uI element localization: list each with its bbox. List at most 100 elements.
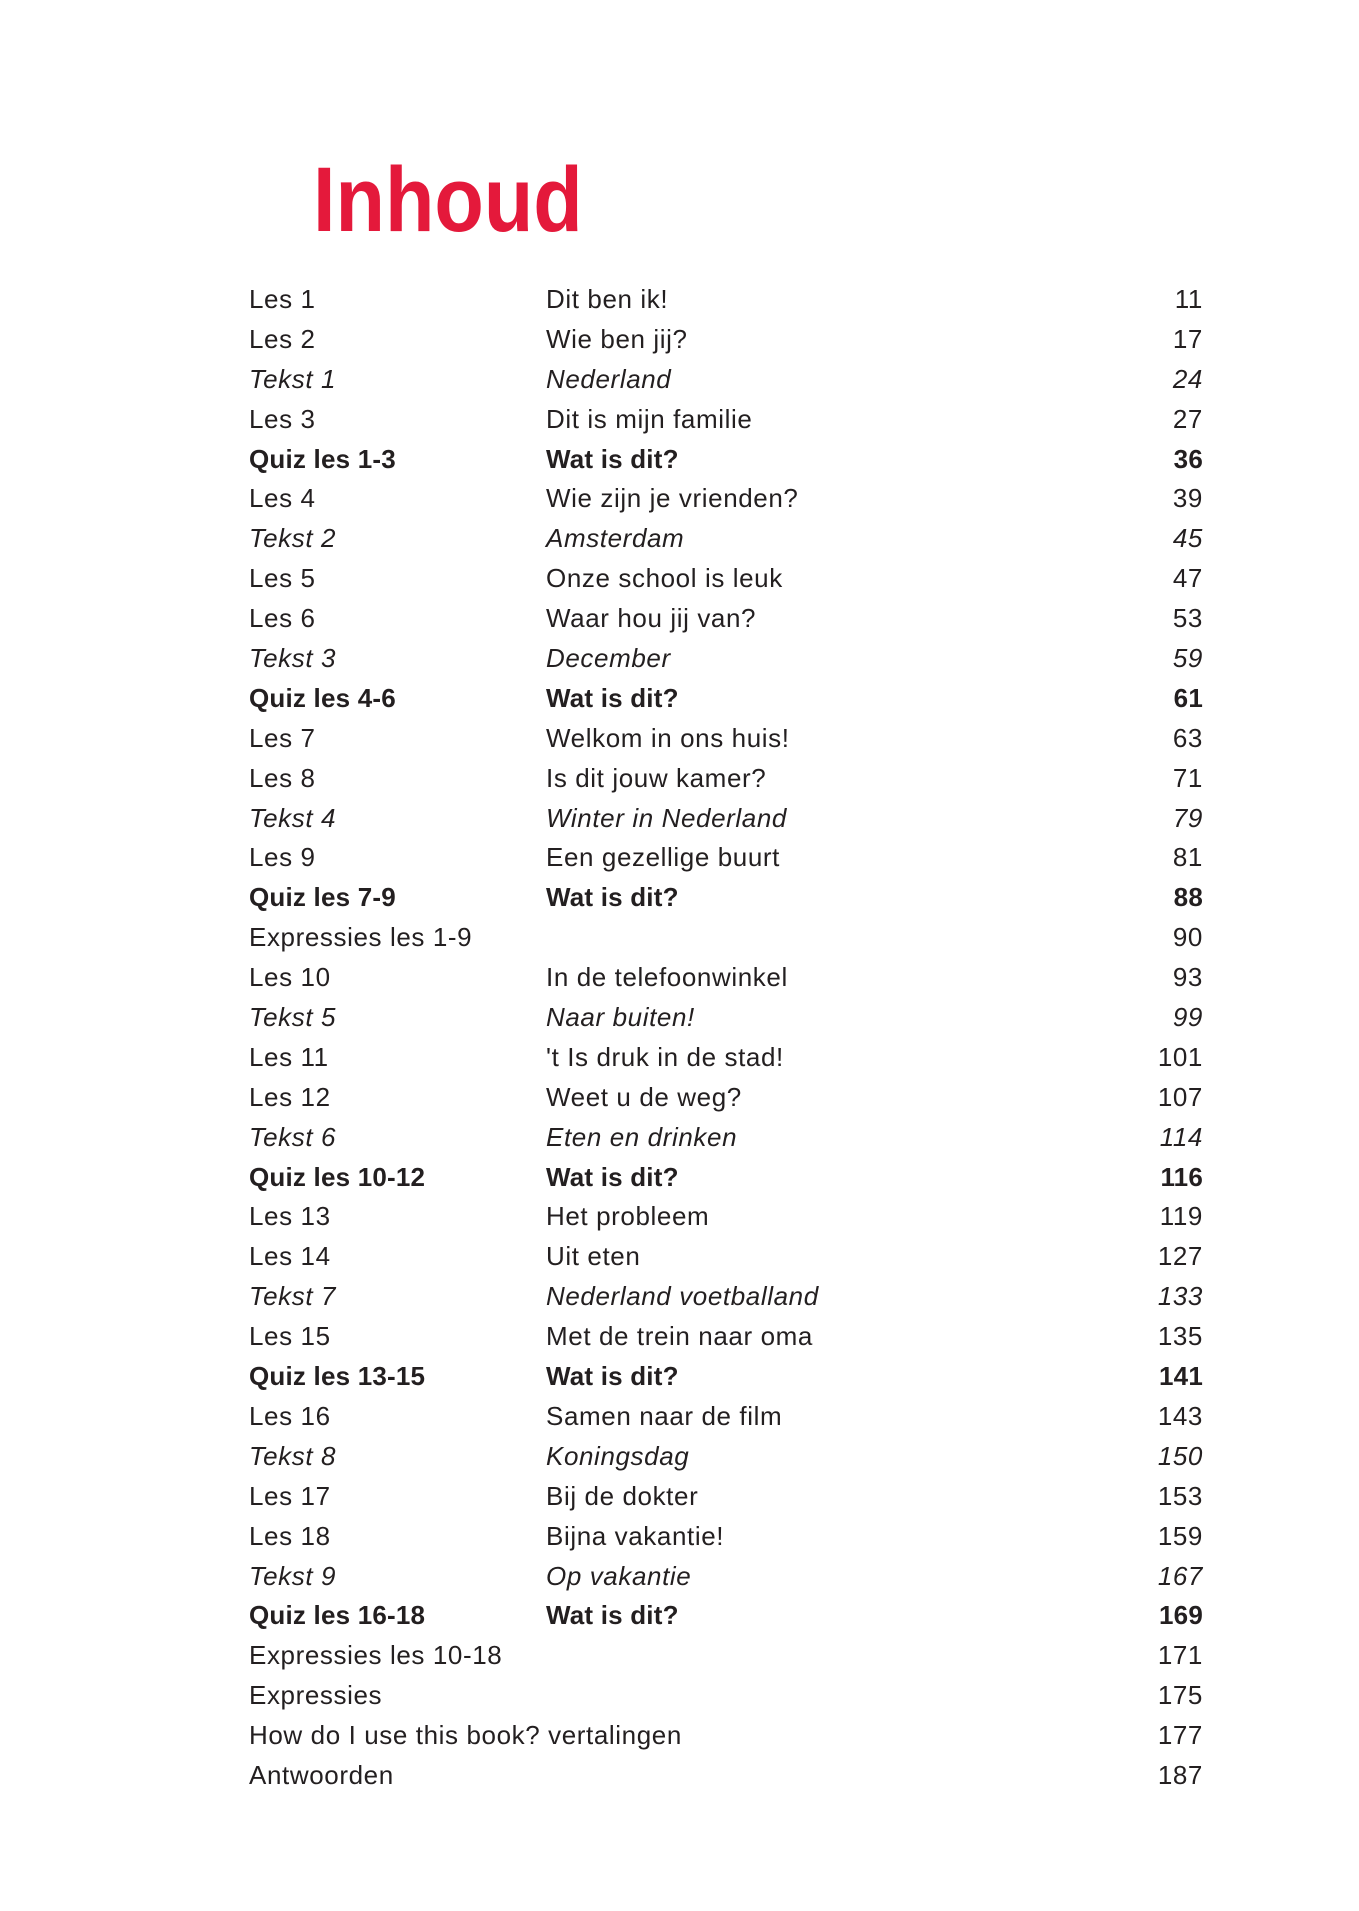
- entry-label: Tekst 5: [249, 1002, 337, 1033]
- toc-entry[interactable]: Expressies les 10-18 171: [249, 1636, 1203, 1676]
- toc-entry[interactable]: Les 10 In de telefoonwinkel 93: [249, 958, 1203, 998]
- entry-label: Tekst 2: [249, 523, 337, 554]
- entry-label: Les 9: [249, 842, 316, 873]
- entry-title: Bij de dokter: [546, 1480, 699, 1511]
- entry-label: How do I use this book? vertalingen: [249, 1720, 682, 1751]
- entry-label: Tekst 9: [249, 1560, 337, 1591]
- entry-page-number: 45: [1172, 523, 1203, 554]
- entry-page-number: 107: [1157, 1081, 1203, 1112]
- entry-title: Samen naar de film: [546, 1400, 783, 1431]
- toc-entry[interactable]: Les 2 Wie ben jij? 17: [249, 320, 1203, 360]
- entry-title: Weet u de weg?: [546, 1081, 742, 1112]
- toc-entry[interactable]: Expressies 175: [249, 1676, 1203, 1716]
- toc-entry[interactable]: Les 16 Samen naar de film 143: [249, 1397, 1203, 1437]
- entry-label: Expressies les 1-9: [249, 922, 473, 953]
- entry-title: Amsterdam: [546, 523, 685, 554]
- toc-entry[interactable]: Les 7 Welkom in ons huis! 63: [249, 719, 1203, 759]
- toc-entry[interactable]: Quiz les 10-12 Wat is dit? 116: [249, 1158, 1203, 1198]
- entry-label: Les 4: [249, 483, 316, 514]
- toc-entry[interactable]: Tekst 8 Koningsdag 150: [249, 1437, 1203, 1477]
- toc-entry[interactable]: Les 15 Met de trein naar oma 135: [249, 1317, 1203, 1357]
- entry-title: Winter in Nederland: [546, 802, 787, 833]
- entry-label: Les 3: [249, 403, 316, 434]
- entry-page-number: 93: [1172, 962, 1203, 993]
- toc-entry[interactable]: Quiz les 7-9 Wat is dit? 88: [249, 878, 1203, 918]
- entry-page-number: 63: [1172, 722, 1203, 753]
- entry-label: Les 11: [249, 1041, 329, 1072]
- toc-entry[interactable]: Tekst 9 Op vakantie 167: [249, 1557, 1203, 1597]
- toc-entry[interactable]: Les 5 Onze school is leuk 47: [249, 559, 1203, 599]
- entry-label: Quiz les 4-6: [249, 682, 396, 713]
- entry-page-number: 167: [1157, 1560, 1203, 1591]
- entry-title: Nederland: [546, 363, 672, 394]
- entry-title: Wat is dit?: [546, 1361, 679, 1392]
- entry-page-number: 39: [1172, 483, 1203, 514]
- entry-label: Quiz les 10-12: [249, 1161, 426, 1192]
- entry-page-number: 71: [1172, 762, 1203, 793]
- entry-label: Les 13: [249, 1201, 331, 1232]
- toc-entry[interactable]: Les 8 Is dit jouw kamer? 71: [249, 759, 1203, 799]
- entry-title: Naar buiten!: [546, 1002, 695, 1033]
- toc-entry[interactable]: Tekst 3 December 59: [249, 639, 1203, 679]
- entry-page-number: 88: [1173, 882, 1203, 913]
- entry-title: Op vakantie: [546, 1560, 692, 1591]
- entry-page-number: 169: [1159, 1600, 1203, 1631]
- entry-page-number: 27: [1172, 403, 1203, 434]
- entry-page-number: 81: [1172, 842, 1203, 873]
- toc-entry[interactable]: Tekst 7 Nederland voetballand 133: [249, 1277, 1203, 1317]
- entry-label: Expressies les 10-18: [249, 1640, 503, 1671]
- entry-page-number: 175: [1157, 1680, 1203, 1711]
- entry-page-number: 53: [1172, 603, 1203, 634]
- toc-entry[interactable]: Les 1 Dit ben ik! 11: [249, 280, 1203, 320]
- entry-page-number: 59: [1172, 643, 1203, 674]
- toc-entry[interactable]: Les 9 Een gezellige buurt 81: [249, 838, 1203, 878]
- entry-title: Waar hou jij van?: [546, 603, 757, 634]
- entry-page-number: 17: [1172, 323, 1203, 354]
- entry-label: Quiz les 13-15: [249, 1361, 426, 1392]
- entry-page-number: 79: [1172, 802, 1203, 833]
- toc-entry[interactable]: Les 17 Bij de dokter 153: [249, 1477, 1203, 1517]
- toc-entry[interactable]: Tekst 5 Naar buiten! 99: [249, 998, 1203, 1038]
- entry-title: Wie zijn je vrienden?: [546, 483, 799, 514]
- toc-entry[interactable]: Les 6 Waar hou jij van? 53: [249, 599, 1203, 639]
- toc-entry[interactable]: Quiz les 1-3 Wat is dit? 36: [249, 440, 1203, 480]
- toc-entry[interactable]: Tekst 2 Amsterdam 45: [249, 519, 1203, 559]
- toc-entry[interactable]: Quiz les 13-15 Wat is dit? 141: [249, 1357, 1203, 1397]
- page-title: Inhoud: [313, 149, 583, 251]
- entry-title: Bijna vakantie!: [546, 1520, 725, 1551]
- toc-entry[interactable]: Les 3 Dit is mijn familie 27: [249, 400, 1203, 440]
- entry-page-number: 99: [1172, 1002, 1203, 1033]
- entry-title: Koningsdag: [546, 1440, 690, 1471]
- entry-page-number: 187: [1157, 1759, 1203, 1790]
- entry-page-number: 127: [1157, 1241, 1203, 1272]
- toc-entry[interactable]: How do I use this book? vertalingen 177: [249, 1716, 1203, 1756]
- entry-title: Met de trein naar oma: [546, 1321, 813, 1352]
- entry-page-number: 150: [1157, 1440, 1203, 1471]
- entry-page-number: 61: [1173, 682, 1203, 713]
- toc-entry[interactable]: Les 12 Weet u de weg? 107: [249, 1078, 1203, 1118]
- toc-entry[interactable]: Quiz les 4-6 Wat is dit? 61: [249, 679, 1203, 719]
- toc-entry[interactable]: Les 13 Het probleem 119: [249, 1197, 1203, 1237]
- entry-page-number: 177: [1157, 1720, 1203, 1751]
- entry-title: In de telefoonwinkel: [546, 962, 788, 993]
- toc-entry[interactable]: Les 11 't Is druk in de stad! 101: [249, 1038, 1203, 1078]
- toc-entry[interactable]: Tekst 1 Nederland 24: [249, 360, 1203, 400]
- entry-title: Welkom in ons huis!: [546, 722, 790, 753]
- toc-entry[interactable]: Expressies les 1-9 90: [249, 918, 1203, 958]
- entry-label: Tekst 1: [249, 363, 337, 394]
- toc-entry[interactable]: Les 18 Bijna vakantie! 159: [249, 1517, 1203, 1557]
- toc-entry[interactable]: Les 14 Uit eten 127: [249, 1237, 1203, 1277]
- toc-entry[interactable]: Tekst 6 Eten en drinken 114: [249, 1118, 1203, 1158]
- entry-page-number: 101: [1157, 1041, 1203, 1072]
- toc-entry[interactable]: Antwoorden 187: [249, 1756, 1203, 1796]
- entry-label: Les 17: [249, 1480, 331, 1511]
- entry-label: Tekst 4: [249, 802, 337, 833]
- toc-entry[interactable]: Tekst 4 Winter in Nederland 79: [249, 799, 1203, 839]
- toc-entry[interactable]: Les 4 Wie zijn je vrienden? 39: [249, 479, 1203, 519]
- entry-label: Tekst 8: [249, 1440, 337, 1471]
- entry-page-number: 119: [1159, 1201, 1203, 1232]
- entry-label: Les 2: [249, 323, 316, 354]
- toc-entry[interactable]: Quiz les 16-18 Wat is dit? 169: [249, 1596, 1203, 1636]
- entry-page-number: 36: [1173, 443, 1203, 474]
- entry-label: Les 8: [249, 762, 316, 793]
